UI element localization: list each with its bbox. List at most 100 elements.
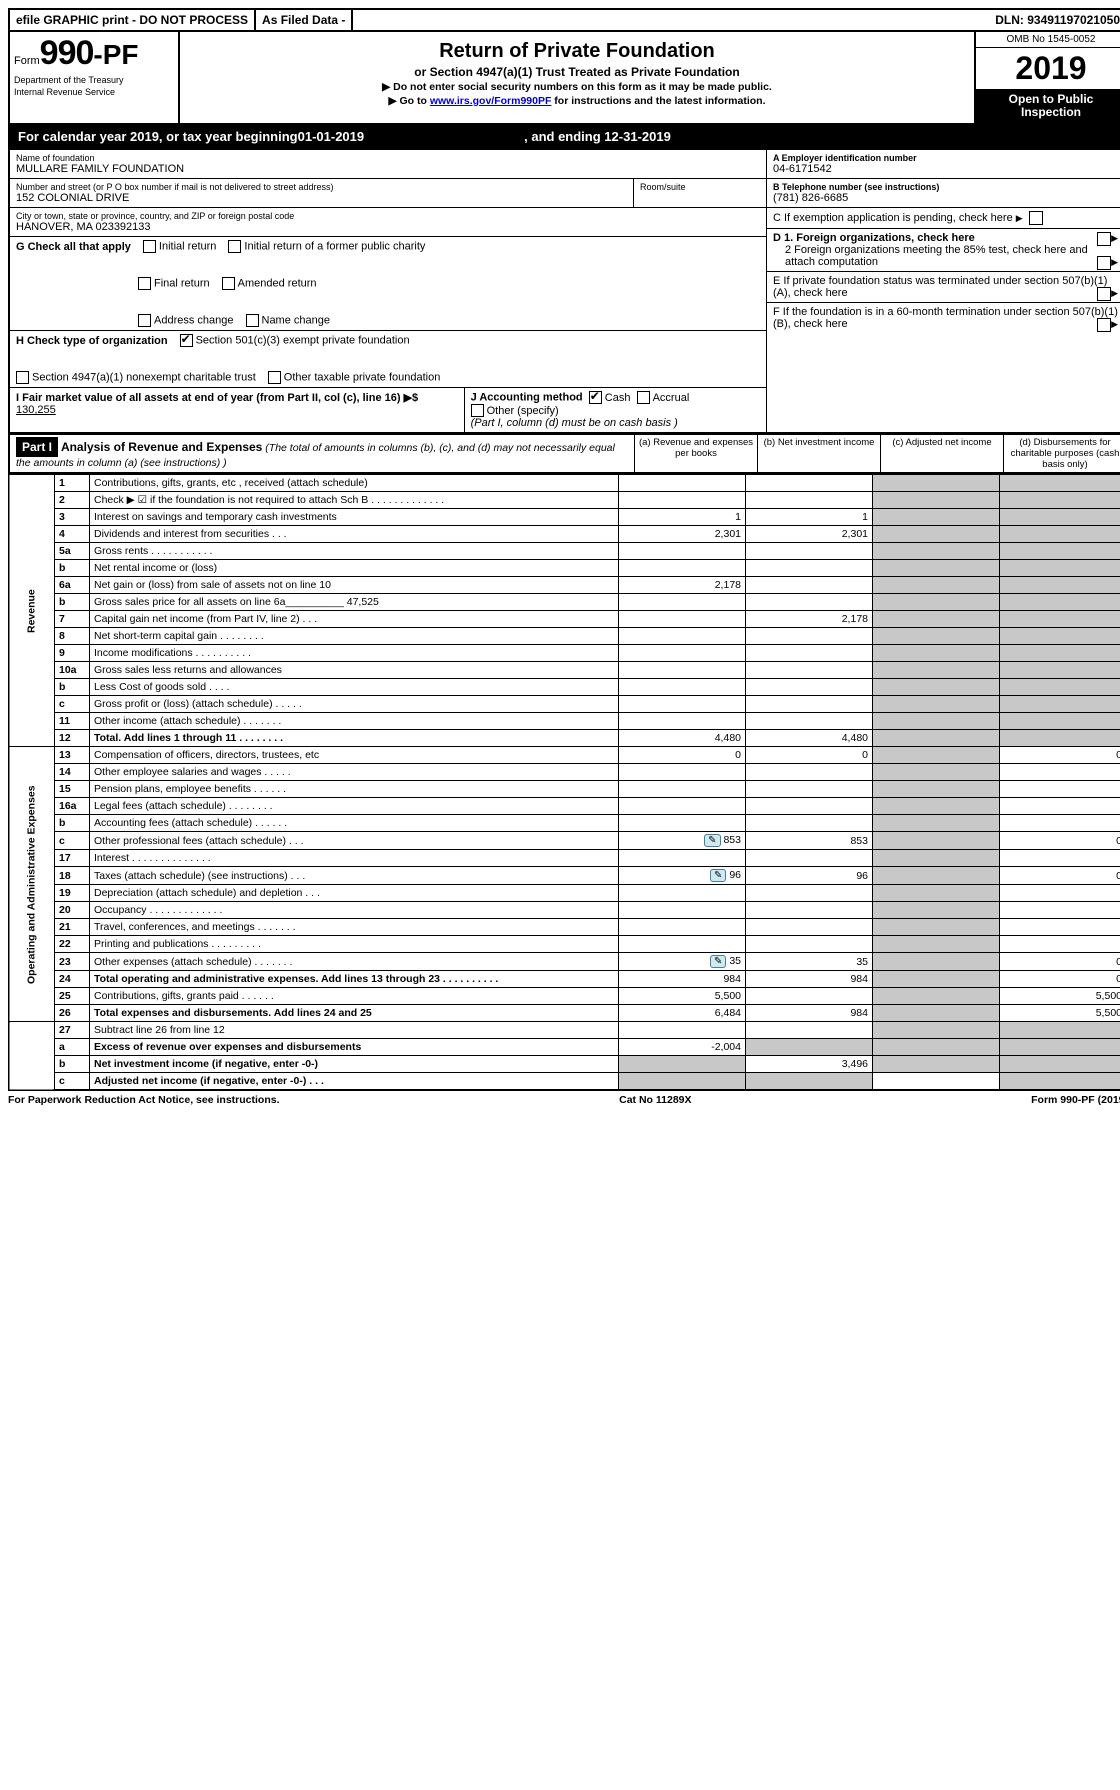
amount-cell	[746, 781, 873, 798]
table-row: bNet rental income or (loss)	[9, 560, 1120, 577]
amount-cell	[1000, 781, 1120, 798]
instr-2: ▶ Go to www.irs.gov/Form990PF for instru…	[184, 95, 970, 107]
line-description: Dividends and interest from securities .…	[90, 526, 619, 543]
table-row: 18Taxes (attach schedule) (see instructi…	[9, 867, 1120, 885]
line-number: 15	[55, 781, 90, 798]
table-row: 27Subtract line 26 from line 12	[9, 1022, 1120, 1039]
amount-cell	[746, 1022, 873, 1039]
amount-cell	[873, 798, 1000, 815]
amount-cell	[873, 781, 1000, 798]
table-row: 21Travel, conferences, and meetings . . …	[9, 919, 1120, 936]
amount-cell	[746, 577, 873, 594]
section-c: C If exemption application is pending, c…	[767, 208, 1120, 229]
line-number: 21	[55, 919, 90, 936]
amount-cell	[873, 885, 1000, 902]
line-description: Adjusted net income (if negative, enter …	[90, 1073, 619, 1091]
line-number: 2	[55, 492, 90, 509]
footer-right: Form 990-PF (2019)	[1031, 1094, 1120, 1106]
h-501c3[interactable]: Section 501(c)(3) exempt private foundat…	[180, 334, 410, 347]
attachment-icon[interactable]: ✎	[710, 869, 726, 882]
amount-cell	[873, 611, 1000, 628]
amount-cell: 0	[1000, 832, 1120, 850]
j-accrual[interactable]: Accrual	[637, 392, 690, 404]
amount-cell	[1000, 902, 1120, 919]
amount-cell	[746, 850, 873, 867]
amount-cell	[746, 696, 873, 713]
table-row: 24Total operating and administrative exp…	[9, 971, 1120, 988]
amount-cell	[873, 988, 1000, 1005]
top-bar: efile GRAPHIC print - DO NOT PROCESS As …	[8, 8, 1120, 32]
line-number: 24	[55, 971, 90, 988]
g-amended[interactable]: Amended return	[222, 277, 317, 290]
line-description: Accounting fees (attach schedule) . . . …	[90, 815, 619, 832]
amount-cell	[746, 628, 873, 645]
amount-cell	[873, 543, 1000, 560]
line-description: Income modifications . . . . . . . . . .	[90, 645, 619, 662]
line-description: Interest . . . . . . . . . . . . . .	[90, 850, 619, 867]
table-row: 7Capital gain net income (from Part IV, …	[9, 611, 1120, 628]
amount-cell: 1	[619, 509, 746, 526]
amount-cell	[1000, 475, 1120, 492]
amount-cell: -2,004	[619, 1039, 746, 1056]
line-number: 19	[55, 885, 90, 902]
f-checkbox[interactable]	[1097, 318, 1111, 332]
c-checkbox[interactable]	[1029, 211, 1043, 225]
line-description: Check ▶ ☑ if the foundation is not requi…	[90, 492, 619, 509]
attachment-icon[interactable]: ✎	[704, 834, 720, 847]
table-row: 8Net short-term capital gain . . . . . .…	[9, 628, 1120, 645]
attachment-icon[interactable]: ✎	[710, 955, 726, 968]
amount-cell	[873, 971, 1000, 988]
d2-checkbox[interactable]	[1097, 256, 1111, 270]
h-other-taxable[interactable]: Other taxable private foundation	[268, 371, 441, 384]
line-number: 17	[55, 850, 90, 867]
col-d-header: (d) Disbursements for charitable purpose…	[1003, 435, 1120, 472]
amount-cell	[746, 492, 873, 509]
amount-cell	[1000, 936, 1120, 953]
line-number: b	[55, 594, 90, 611]
amount-cell	[873, 850, 1000, 867]
page-footer: For Paperwork Reduction Act Notice, see …	[8, 1094, 1120, 1106]
table-row: 4Dividends and interest from securities …	[9, 526, 1120, 543]
amount-cell	[1000, 594, 1120, 611]
e-checkbox[interactable]	[1097, 287, 1111, 301]
h-4947[interactable]: Section 4947(a)(1) nonexempt charitable …	[16, 371, 256, 384]
j-other[interactable]: Other (specify)	[471, 405, 559, 417]
amount-cell	[746, 988, 873, 1005]
amount-cell	[746, 885, 873, 902]
line-number: 25	[55, 988, 90, 1005]
g-final-return[interactable]: Final return	[138, 277, 210, 290]
d1-checkbox[interactable]	[1097, 232, 1111, 246]
g-initial-return[interactable]: Initial return	[143, 240, 216, 253]
dln: DLN: 93491197021050	[989, 10, 1120, 30]
amount-cell	[746, 919, 873, 936]
j-cash[interactable]: Cash	[589, 392, 631, 404]
line-description: Total expenses and disbursements. Add li…	[90, 1005, 619, 1022]
table-row: bNet investment income (if negative, ent…	[9, 1056, 1120, 1073]
col-b-header: (b) Net investment income	[757, 435, 880, 472]
line-description: Compensation of officers, directors, tru…	[90, 747, 619, 764]
g-address-change[interactable]: Address change	[138, 314, 234, 327]
line-number: c	[55, 1073, 90, 1091]
table-row: 15Pension plans, employee benefits . . .…	[9, 781, 1120, 798]
form-header: Form990-PF Department of the Treasury In…	[8, 32, 1120, 125]
g-name-change[interactable]: Name change	[246, 314, 331, 327]
amount-cell: 2,178	[619, 577, 746, 594]
amount-cell	[1000, 764, 1120, 781]
amount-cell: 5,500	[1000, 988, 1120, 1005]
amount-cell	[619, 919, 746, 936]
irs-link[interactable]: www.irs.gov/Form990PF	[430, 95, 552, 107]
amount-cell: 984	[746, 1005, 873, 1022]
line-description: Other professional fees (attach schedule…	[90, 832, 619, 850]
table-row: 14Other employee salaries and wages . . …	[9, 764, 1120, 781]
line-description: Total. Add lines 1 through 11 . . . . . …	[90, 730, 619, 747]
amount-cell	[873, 577, 1000, 594]
g-initial-former[interactable]: Initial return of a former public charit…	[228, 240, 425, 253]
table-row: aExcess of revenue over expenses and dis…	[9, 1039, 1120, 1056]
line-description: Gross sales less returns and allowances	[90, 662, 619, 679]
amount-cell	[873, 1056, 1000, 1073]
line-description: Less Cost of goods sold . . . .	[90, 679, 619, 696]
amount-cell	[873, 628, 1000, 645]
amount-cell	[746, 662, 873, 679]
line-number: 3	[55, 509, 90, 526]
footer-left: For Paperwork Reduction Act Notice, see …	[8, 1094, 280, 1106]
